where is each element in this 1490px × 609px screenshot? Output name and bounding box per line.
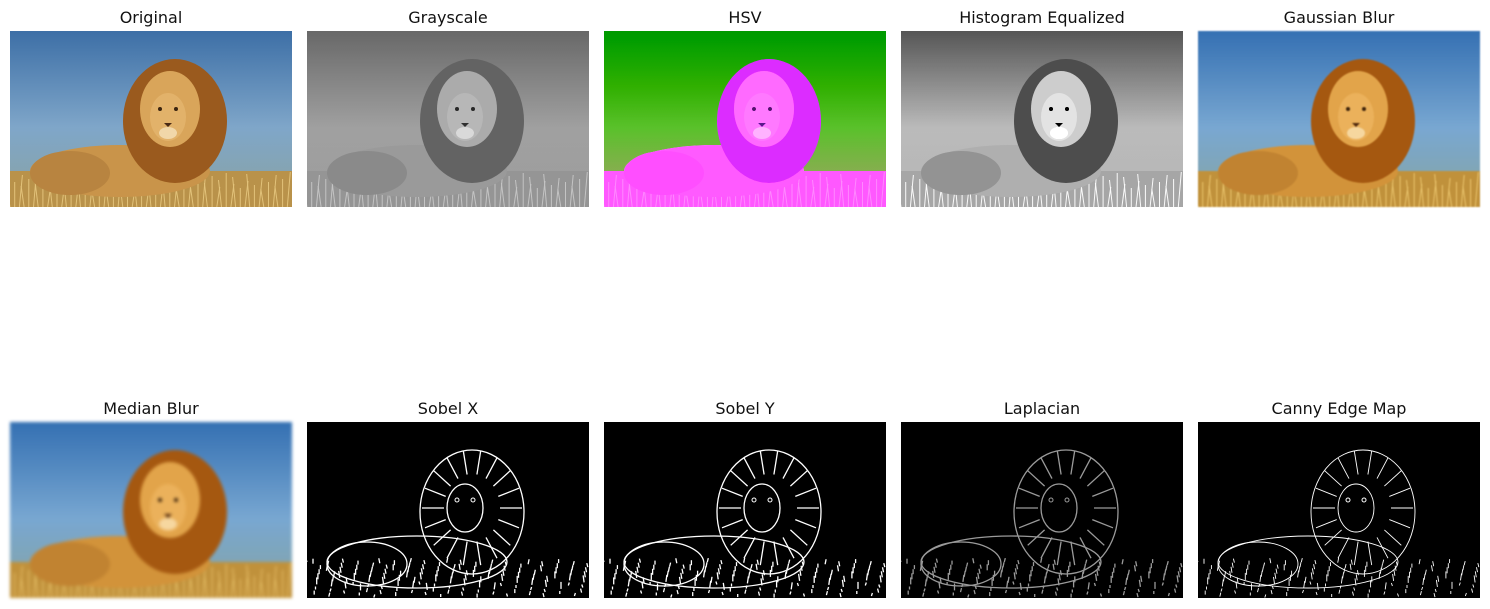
lion-photo-svg (901, 422, 1183, 598)
lion-photo-svg (604, 31, 886, 207)
lion-photo-svg (10, 31, 292, 207)
panel-title: Laplacian (1003, 399, 1081, 418)
lion-image-median (10, 422, 292, 598)
lion-photo-svg (604, 422, 886, 598)
lion-photo-svg (901, 31, 1183, 207)
lion-image-sobel-y (604, 422, 886, 598)
lion-image-histeq (901, 31, 1183, 207)
panel-title: Canny Edge Map (1271, 399, 1407, 418)
lion-image-hsv (604, 31, 886, 207)
lion-image-canny (1198, 422, 1480, 598)
panel-title: Gaussian Blur (1283, 8, 1395, 27)
lion-image-gaussian (1198, 31, 1480, 207)
lion-photo-svg (1198, 31, 1480, 207)
panel-title: HSV (728, 8, 762, 27)
lion-photo-svg (1198, 422, 1480, 598)
lion-image-sobel-x (307, 422, 589, 598)
lion-photo-svg (307, 31, 589, 207)
lion-image-grayscale (307, 31, 589, 207)
lion-photo-svg (307, 422, 589, 598)
lion-image-original (10, 31, 292, 207)
panel-title: Median Blur (103, 399, 199, 418)
panel-title: Histogram Equalized (959, 8, 1125, 27)
panel-title: Sobel Y (715, 399, 775, 418)
panel-title: Sobel X (417, 399, 479, 418)
lion-photo-svg (10, 422, 292, 598)
panel-title: Original (119, 8, 183, 27)
lion-image-laplacian (901, 422, 1183, 598)
panel-title: Grayscale (408, 8, 488, 27)
